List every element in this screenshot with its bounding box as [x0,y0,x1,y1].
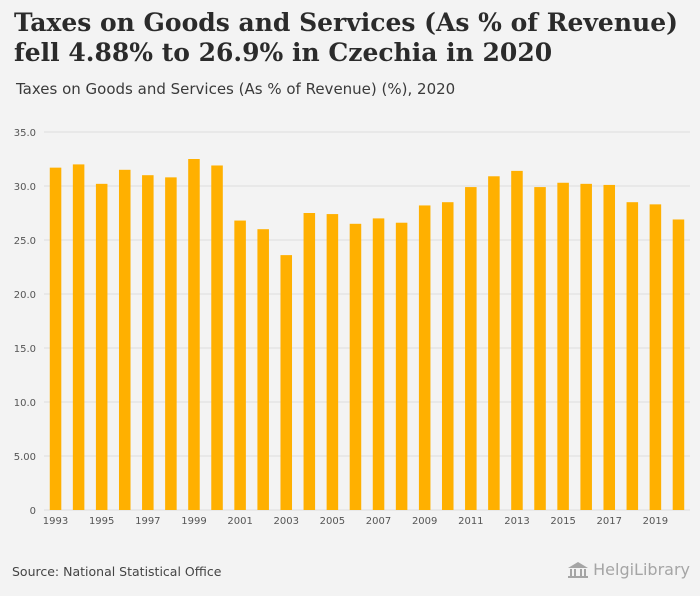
brand-logo: HelgiLibrary [567,560,690,579]
y-tick-label: 25.0 [14,236,36,247]
bar-2005 [326,214,339,510]
chart-subtitle: Taxes on Goods and Services (As % of Rev… [16,80,456,98]
y-tick-label: 5.00 [14,452,36,463]
x-tick-label: 2007 [366,516,391,527]
bar-1999 [188,159,200,510]
bar-2011 [465,187,477,510]
x-tick-label: 2011 [458,516,483,527]
x-tick-label: 2017 [597,516,622,527]
x-tick-label: 2001 [227,516,252,527]
bar-1996 [118,169,131,511]
y-tick-label: 0 [30,506,36,517]
y-tick-label: 10.0 [14,398,36,409]
y-tick-label: 30.0 [14,182,36,193]
bar-2006 [349,223,362,511]
bar-2015 [557,182,569,510]
x-tick-label: 1995 [89,516,114,527]
bar-2012 [488,176,500,510]
chart-title: Taxes on Goods and Services (As % of Rev… [14,8,678,67]
x-tick-label: 1999 [181,516,206,527]
x-tick-label: 2013 [504,516,529,527]
bar-1997 [142,175,154,510]
bar-2008 [395,222,408,510]
bar-2009 [418,205,431,510]
x-tick-label: 2003 [274,516,299,527]
bar-2017 [603,184,616,511]
bar-2001 [234,220,246,510]
y-tick-label: 20.0 [14,290,36,301]
brand-name: HelgiLibrary [593,560,690,579]
bar-2007 [372,218,385,510]
y-tick-label: 15.0 [14,344,36,355]
bar-2018 [626,202,639,510]
bar-2014 [534,187,546,510]
source-note: Source: National Statistical Office [12,564,222,579]
bar-2000 [211,165,223,511]
bar-2020 [672,219,685,510]
bar-2019 [649,204,662,511]
y-tick-label: 35.0 [14,128,36,139]
x-tick-label: 2009 [412,516,437,527]
bar-1993 [49,167,62,510]
x-tick-label: 1997 [135,516,160,527]
x-tick-label: 1993 [43,516,68,527]
bar-chart: 0 5.00 10.0 15.0 20.0 25.0 30.0 35.0 1993 1995 19… [14,128,690,527]
x-tick-label: 2015 [550,516,575,527]
bar-2013 [511,170,523,510]
bar-1995 [95,183,108,510]
bar-2003 [280,255,293,510]
library-building-icon [568,561,589,578]
bar-2002 [257,229,269,510]
bar-2004 [303,213,316,510]
x-tick-label: 2005 [320,516,345,527]
bar-1994 [72,164,85,510]
bar-2016 [580,183,592,510]
bar-2010 [441,202,454,510]
bar-1998 [165,177,177,511]
x-tick-label: 2019 [643,516,668,527]
